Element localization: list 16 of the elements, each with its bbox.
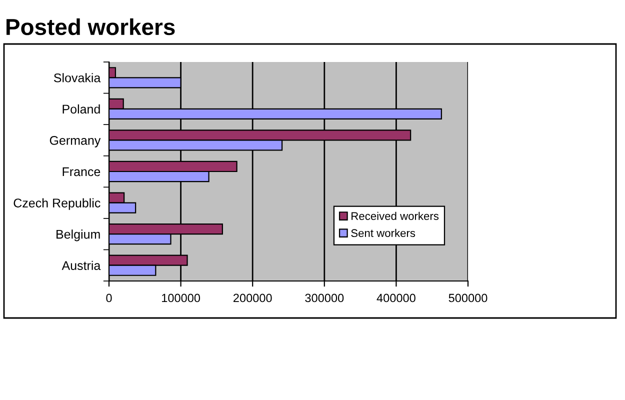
chart-title: Posted workers (6, 18, 175, 36)
y-tick-label: France (62, 167, 100, 176)
x-tick-label: 0 (106, 294, 112, 302)
legend-label: Sent workers (351, 228, 416, 238)
x-tick-label: 500000 (448, 294, 488, 302)
x-tick-label: 400000 (376, 294, 416, 302)
y-tick-label: Czech Republic (14, 198, 100, 210)
y-tick-label: Slovakia (54, 73, 101, 82)
y-tick-label: Poland (62, 104, 100, 114)
y-tick-label: Germany (50, 136, 101, 148)
legend-label: Received workers (352, 212, 439, 220)
x-tick-label: 300000 (305, 294, 344, 302)
x-tick-label: 200000 (234, 294, 272, 302)
x-tick-label: 100000 (162, 294, 200, 302)
y-tick-label: Belgium (56, 230, 100, 242)
y-tick-label: Austria (62, 260, 101, 270)
